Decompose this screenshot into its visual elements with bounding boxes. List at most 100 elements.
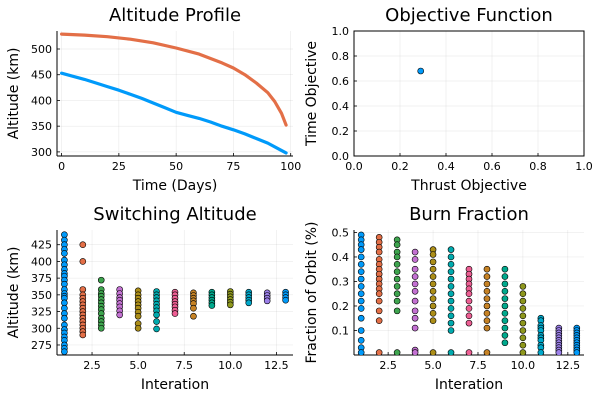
scatter-point bbox=[375, 349, 383, 355]
scatter-point bbox=[393, 307, 401, 315]
scatter-point bbox=[357, 305, 365, 312]
scatter-point bbox=[519, 341, 527, 349]
x-tick-label: 5.0 bbox=[129, 359, 147, 372]
scatter-point bbox=[501, 332, 509, 339]
scatter-point bbox=[282, 296, 289, 304]
scatter-point bbox=[501, 280, 509, 288]
chart-title: Switching Altitude bbox=[93, 204, 256, 225]
scatter-point bbox=[411, 307, 419, 315]
scatter-point bbox=[519, 319, 527, 327]
scatter-point bbox=[447, 305, 455, 312]
y-tick-label: 0.0 bbox=[332, 150, 350, 163]
chart-title: Altitude Profile bbox=[109, 5, 241, 26]
y-tick-label: 300 bbox=[31, 322, 52, 335]
x-tick-label: 12.5 bbox=[264, 359, 289, 372]
scatter-point bbox=[447, 261, 455, 268]
subplot-4: 2.5 5.0 7.5 10.0 12.5 0.1 0.2 0.3 0.4 0.5 Burn Fra… bbox=[304, 204, 584, 393]
scatter-point bbox=[357, 349, 365, 355]
scatter-point bbox=[357, 253, 365, 261]
scatter-point bbox=[501, 310, 509, 317]
scatter-point bbox=[519, 283, 527, 290]
scatter-point bbox=[501, 265, 509, 273]
scatter-point bbox=[465, 349, 473, 355]
scatter-point bbox=[393, 349, 401, 355]
y-tick-label: 0.5 bbox=[332, 226, 350, 239]
scatter-point bbox=[465, 305, 473, 312]
y-axis-label: Altitude (km) bbox=[6, 247, 22, 339]
scatter-point bbox=[97, 276, 105, 284]
scatter-point bbox=[501, 273, 509, 280]
series-line-1 bbox=[60, 71, 288, 155]
x-tick-label: 0.6 bbox=[483, 160, 501, 173]
scatter-point bbox=[429, 295, 437, 302]
x-tick-label: 5.0 bbox=[424, 359, 442, 372]
scatter-point bbox=[501, 295, 509, 302]
scatter-point bbox=[519, 312, 527, 320]
scatter-point bbox=[447, 312, 455, 320]
x-tick-label: 10.0 bbox=[511, 359, 536, 372]
scatter-point bbox=[429, 273, 437, 280]
x-tick-label: 0.0 bbox=[345, 160, 363, 173]
scatter-point bbox=[519, 334, 527, 342]
scatter-point bbox=[245, 299, 253, 307]
scatter-point bbox=[483, 280, 491, 288]
scatter-point bbox=[393, 283, 401, 290]
chart-title: Objective Function bbox=[385, 5, 553, 26]
scatter-point bbox=[153, 311, 160, 319]
scatter-point bbox=[447, 275, 455, 283]
scatter-point bbox=[429, 280, 437, 288]
scatter-point bbox=[465, 297, 473, 305]
scatter-point bbox=[429, 310, 437, 317]
scatter-point bbox=[429, 251, 437, 258]
scatter-point bbox=[357, 314, 365, 322]
scatter-point bbox=[483, 273, 491, 280]
scatter-point bbox=[357, 246, 365, 253]
scatter-point bbox=[393, 241, 401, 249]
scatter-point bbox=[190, 312, 197, 320]
scatter-point bbox=[483, 317, 491, 324]
plot-area bbox=[60, 32, 288, 155]
scatter-point bbox=[501, 324, 509, 332]
scatter-point bbox=[573, 349, 581, 355]
scatter-point bbox=[171, 310, 179, 317]
scatter-point bbox=[357, 336, 365, 344]
y-tick-label: 0.2 bbox=[332, 125, 350, 138]
scatter-point bbox=[429, 287, 437, 295]
y-axis-label: Altitude (km) bbox=[6, 48, 22, 140]
scatter-point bbox=[429, 302, 437, 310]
scatter-point bbox=[79, 258, 87, 265]
scatter-point bbox=[357, 327, 365, 334]
scatter-point bbox=[501, 287, 509, 295]
scatter-point bbox=[417, 67, 425, 75]
y-tick-label: 500 bbox=[31, 43, 52, 56]
scatter-point bbox=[134, 312, 142, 320]
x-tick-label: 100 bbox=[280, 160, 301, 173]
x-axis-label: Time (Days) bbox=[132, 178, 218, 194]
chart-title: Burn Fraction bbox=[409, 204, 529, 225]
scatter-point bbox=[375, 248, 383, 256]
scatter-point bbox=[411, 324, 419, 332]
scatter-point bbox=[519, 349, 527, 355]
scatter-point bbox=[429, 349, 437, 355]
subplot-1: 0 25 50 75 100 300 350 400 450 500 Altitude Profil… bbox=[6, 5, 301, 194]
x-tick-label: 25 bbox=[112, 160, 126, 173]
y-tick-label: 1.0 bbox=[332, 25, 350, 38]
scatter-point bbox=[483, 265, 491, 273]
y-tick-label: 0.4 bbox=[332, 100, 350, 113]
y-tick-label: 400 bbox=[31, 94, 52, 107]
scatter-point bbox=[447, 319, 455, 327]
scatter-point bbox=[263, 297, 271, 305]
y-axis-label: Time Objective bbox=[304, 41, 320, 147]
y-tick-label: 0.2 bbox=[332, 300, 350, 313]
scatter-point bbox=[429, 265, 437, 273]
series-line-2 bbox=[60, 32, 288, 127]
y-tick-label: 400 bbox=[31, 255, 52, 268]
y-tick-label: 0.3 bbox=[332, 275, 350, 288]
x-tick-label: 10.0 bbox=[218, 359, 243, 372]
y-tick-label: 0.8 bbox=[332, 50, 350, 63]
x-tick-label: 0.4 bbox=[437, 160, 455, 173]
scatter-point bbox=[501, 317, 509, 324]
scatter-point bbox=[483, 295, 491, 302]
plot-frame bbox=[353, 30, 585, 157]
scatter-point bbox=[519, 305, 527, 312]
